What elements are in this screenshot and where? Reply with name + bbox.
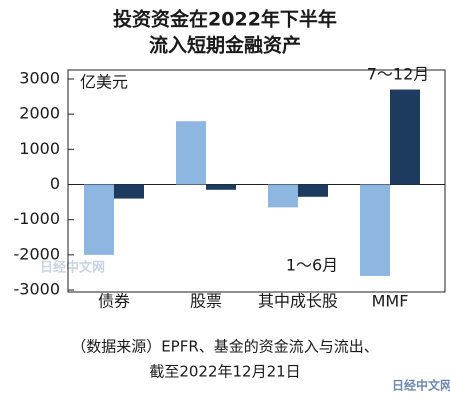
bar: [298, 184, 328, 197]
legend-label: 1～6月: [286, 256, 338, 275]
y-tick-label: 1000: [19, 139, 60, 158]
bar: [360, 184, 390, 276]
y-tick-label: 3000: [19, 69, 60, 88]
unit-label: 亿美元: [80, 73, 128, 92]
x-tick-label: 股票: [190, 292, 222, 311]
x-tick-label: 债券: [98, 292, 130, 311]
bar: [176, 121, 206, 185]
bar: [206, 184, 236, 190]
y-tick-label: 2000: [19, 104, 60, 123]
x-tick-label: 其中成长股: [258, 292, 338, 311]
legend-label: 7～12月: [367, 65, 430, 84]
y-tick-label: -3000: [14, 280, 61, 299]
chart-title: 投资资金在2022年下半年: [113, 8, 337, 31]
bar: [114, 184, 144, 199]
chart-title: 流入短期金融资产: [149, 34, 301, 57]
y-tick-label: -2000: [14, 244, 61, 263]
y-tick-label: -1000: [14, 209, 61, 228]
bar: [390, 89, 420, 185]
y-tick-label: 0: [50, 174, 60, 193]
x-tick-label: MMF: [372, 292, 409, 311]
watermark: 日经中文网: [40, 260, 105, 276]
watermark: 日经中文网: [392, 378, 450, 393]
bar: [84, 184, 114, 255]
source-note: （数据来源）EPFR、基金的资金流入与流出、: [71, 338, 379, 356]
plot-frame: [67, 69, 446, 293]
bar: [268, 184, 298, 208]
source-note: 截至2022年12月21日: [149, 363, 300, 381]
